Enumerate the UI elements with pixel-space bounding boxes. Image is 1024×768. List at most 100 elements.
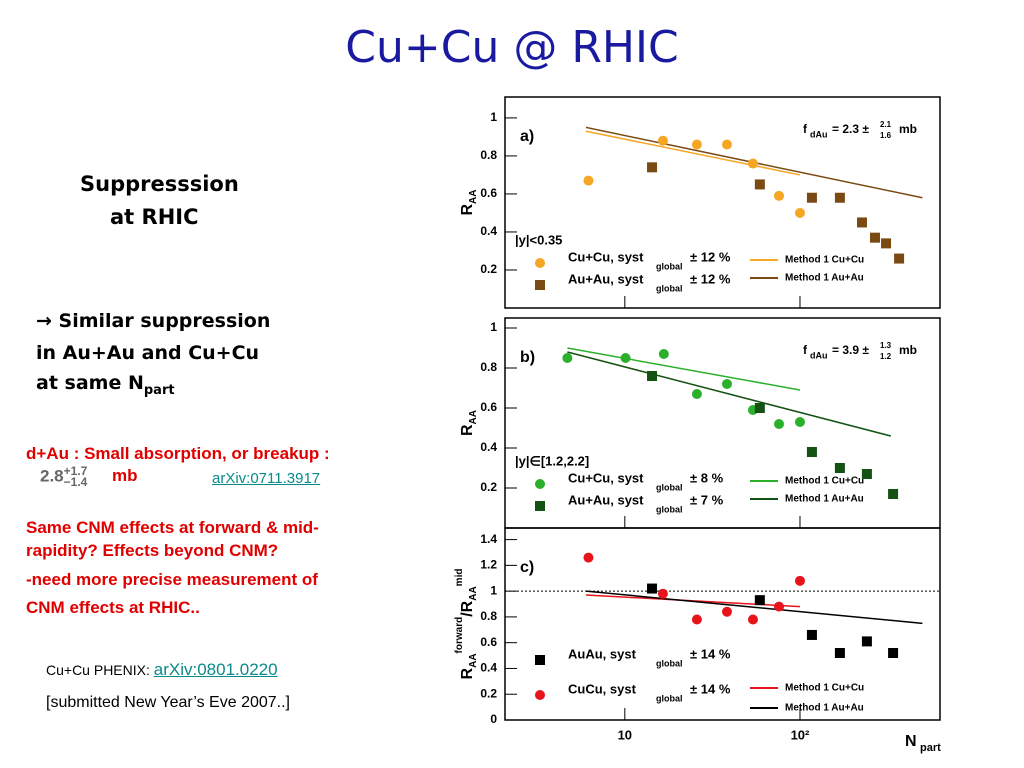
legend-label: Cu+Cu, syst (568, 249, 644, 264)
x-axis-label: part (920, 742, 941, 754)
y-tick-label: 1 (490, 583, 497, 597)
marker (721, 606, 732, 617)
marker (691, 389, 702, 399)
x-tick-label: 10² (791, 727, 810, 742)
text: CNM effects at RHIC.. (26, 598, 200, 617)
legend-label: ± 14 % (690, 646, 731, 661)
note: = 2.3 ± (832, 122, 869, 136)
marker (721, 139, 732, 150)
marker (774, 419, 785, 429)
text: mb (112, 466, 138, 485)
marker (535, 280, 545, 290)
legend-label: Au+Au, syst (568, 271, 644, 286)
text: rapidity? Effects beyond CNM? (26, 541, 279, 560)
marker (794, 207, 805, 218)
label-part: AA (468, 586, 479, 600)
link[interactable]: arXiv:0711.3917 (212, 470, 321, 487)
marker (834, 647, 845, 658)
marker (774, 601, 785, 612)
note: = 3.9 ± (832, 343, 869, 357)
y-tick-label: 0.8 (480, 609, 497, 623)
label-part: AA (468, 410, 479, 424)
rapidity: |y|∈[1.2,2.2] (515, 453, 589, 468)
text: Cu+Cu PHENIX: (46, 662, 154, 678)
legend-label: global (656, 658, 683, 668)
legend-label: Method 1 Au+Au (785, 494, 864, 505)
marker (754, 403, 765, 413)
marker (861, 636, 872, 647)
marker (754, 595, 765, 606)
y-tick-label: 0.6 (480, 400, 497, 414)
text: at same Npart (36, 372, 175, 398)
legend-label: CuCu, syst (568, 681, 637, 696)
marker (562, 353, 573, 363)
label-part: R (459, 424, 476, 436)
y-axis-label: RAA (459, 410, 478, 436)
note: mb (899, 343, 917, 357)
y-tick-label: 0.6 (480, 635, 497, 649)
legend-label: ± 12 % (690, 271, 731, 286)
text: → Similar suppression (36, 310, 271, 332)
legend-label: ± 7 % (690, 492, 724, 507)
legend-label: AuAu, syst (568, 646, 637, 661)
rapidity: |y|<0.35 (515, 232, 562, 247)
marker (774, 190, 785, 201)
marker (535, 479, 545, 489)
x-axis-label: N (905, 733, 917, 750)
note: f (803, 343, 808, 357)
legend-label: Method 1 Cu+Cu (785, 683, 864, 694)
marker (657, 135, 668, 146)
text: d+Au : Small absorption, or breakup : (26, 444, 330, 463)
y-tick-label: 0.4 (480, 661, 497, 675)
marker (881, 238, 892, 249)
marker (894, 253, 905, 264)
y-axis-label: RAA (459, 189, 478, 215)
text: Suppresssion (80, 172, 239, 196)
marker (806, 192, 817, 203)
marker (754, 179, 765, 190)
legend-label: global (656, 504, 683, 514)
marker (583, 175, 594, 186)
label-part: AA (468, 189, 479, 203)
legend-label: Method 1 Au+Au (785, 703, 864, 714)
legend-label: global (656, 283, 683, 293)
text: Cu+Cu PHENIX: arXiv:0801.0220 (46, 660, 278, 680)
marker (806, 629, 817, 640)
model-line (585, 130, 801, 176)
legend-label: Method 1 Cu+Cu (785, 255, 864, 266)
y-tick-label: 0.4 (480, 224, 497, 238)
text: −1.4 (63, 475, 88, 489)
slide-title: Cu+Cu @ RHIC (345, 22, 679, 73)
model-line (567, 347, 801, 391)
marker (834, 463, 845, 473)
legend-label: ± 12 % (690, 249, 731, 264)
marker (647, 583, 658, 594)
legend-label: Cu+Cu, syst (568, 470, 644, 485)
marker (869, 232, 880, 243)
y-tick-label: 0.8 (480, 360, 497, 374)
marker (647, 162, 658, 173)
y-tick-label: 0.2 (480, 686, 497, 700)
link[interactable]: arXiv:0801.0220 (153, 660, 278, 679)
marker (691, 614, 702, 625)
y-tick-label: 1.4 (480, 532, 497, 546)
legend-label: global (656, 261, 683, 271)
note: 2.1 (880, 120, 892, 129)
legend-label: global (656, 482, 683, 492)
legend-label: Method 1 Au+Au (785, 273, 864, 284)
model-line (585, 590, 923, 625)
marker (535, 501, 545, 511)
marker (535, 258, 545, 268)
y-tick-label: 1 (490, 320, 497, 334)
y-tick-label: 1.2 (480, 558, 497, 572)
marker (657, 588, 668, 599)
marker (861, 469, 872, 479)
marker (535, 690, 545, 700)
legend-label: ± 14 % (690, 681, 731, 696)
panel-label: c) (520, 559, 534, 576)
text: 2.8 (40, 466, 64, 486)
model-line (567, 351, 891, 437)
y-tick-label: 0.2 (480, 262, 497, 276)
label-part: forward (454, 617, 465, 654)
text: +1.7 (63, 464, 88, 478)
